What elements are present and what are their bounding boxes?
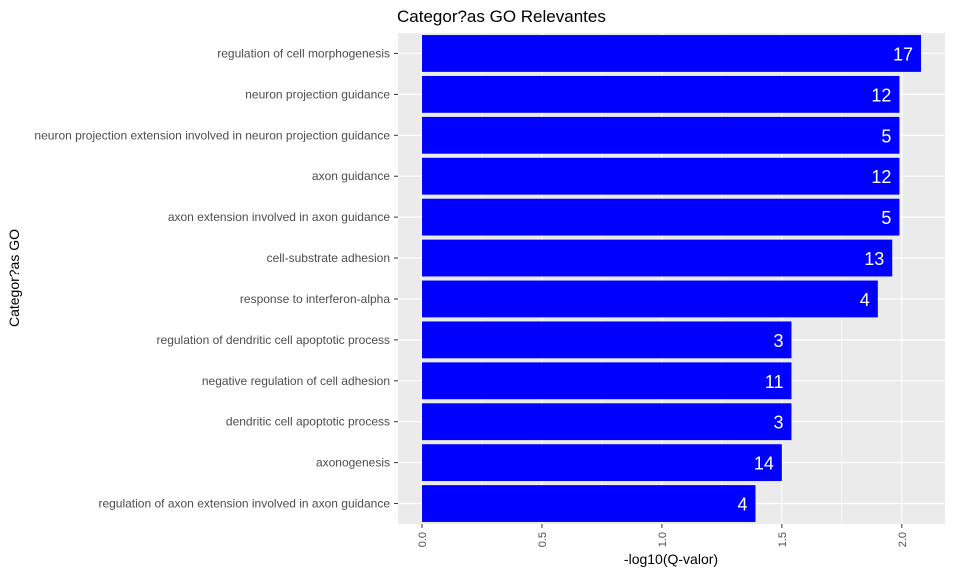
- category-label: neuron projection guidance: [245, 87, 390, 101]
- category-label: regulation of axon extension involved in…: [98, 497, 390, 511]
- category-label: neuron projection extension involved in …: [34, 128, 390, 142]
- x-tick-label: 0.0: [417, 532, 429, 547]
- bar-value-label: 4: [860, 290, 870, 310]
- chart-title: Categor?as GO Relevantes: [397, 7, 606, 26]
- bar: [421, 116, 900, 154]
- bars: [421, 35, 922, 522]
- y-axis-title: Categor?as GO: [6, 229, 22, 327]
- bar-value-label: 12: [871, 85, 891, 105]
- bar-value-label: 12: [871, 167, 891, 187]
- bar-value-label: 13: [864, 249, 884, 269]
- bar: [421, 157, 900, 195]
- bar: [421, 35, 922, 72]
- bar-value-label: 11: [765, 372, 784, 392]
- bar-value-label: 17: [893, 44, 913, 64]
- bar: [421, 485, 756, 522]
- bar-value-label: 14: [754, 454, 774, 474]
- bar: [421, 198, 900, 236]
- bar: [421, 239, 893, 277]
- category-label: cell-substrate adhesion: [267, 251, 390, 265]
- x-axis-title: -log10(Q-valor): [624, 551, 718, 567]
- bar: [421, 280, 878, 318]
- category-label: dendritic cell apoptotic process: [226, 415, 390, 429]
- bar-value-label: 3: [773, 413, 783, 433]
- category-label: negative regulation of cell adhesion: [202, 374, 390, 388]
- x-tick-label: 2.0: [897, 532, 909, 547]
- category-label: axonogenesis: [316, 456, 390, 470]
- bar-value-label: 4: [737, 495, 747, 515]
- category-labels: regulation of cell morphogenesis neuron p…: [34, 46, 398, 511]
- bar: [421, 75, 900, 113]
- bar: [421, 362, 792, 400]
- bar-value-labels: 17 12 5 12 5 13 4 3 11 3 14 4: [737, 44, 913, 514]
- x-tick-label: 1.5: [777, 532, 789, 547]
- bar-value-label: 3: [773, 331, 783, 351]
- bar-value-label: 5: [881, 126, 891, 146]
- x-axis-ticks: 0.0 0.5 1.0 1.5 2.0: [417, 524, 909, 547]
- bar: [421, 444, 782, 482]
- category-label: regulation of dendritic cell apoptotic p…: [157, 333, 390, 347]
- category-label: axon extension involved in axon guidance: [168, 210, 390, 224]
- category-label: axon guidance: [312, 169, 390, 183]
- x-tick-label: 0.5: [537, 532, 549, 547]
- x-tick-label: 1.0: [657, 532, 669, 547]
- category-label: regulation of cell morphogenesis: [217, 46, 390, 60]
- bar: [421, 403, 792, 441]
- bar-value-label: 5: [881, 208, 891, 228]
- category-label: response to interferon-alpha: [240, 292, 390, 306]
- bar: [421, 321, 792, 359]
- plot-panel: [398, 33, 945, 524]
